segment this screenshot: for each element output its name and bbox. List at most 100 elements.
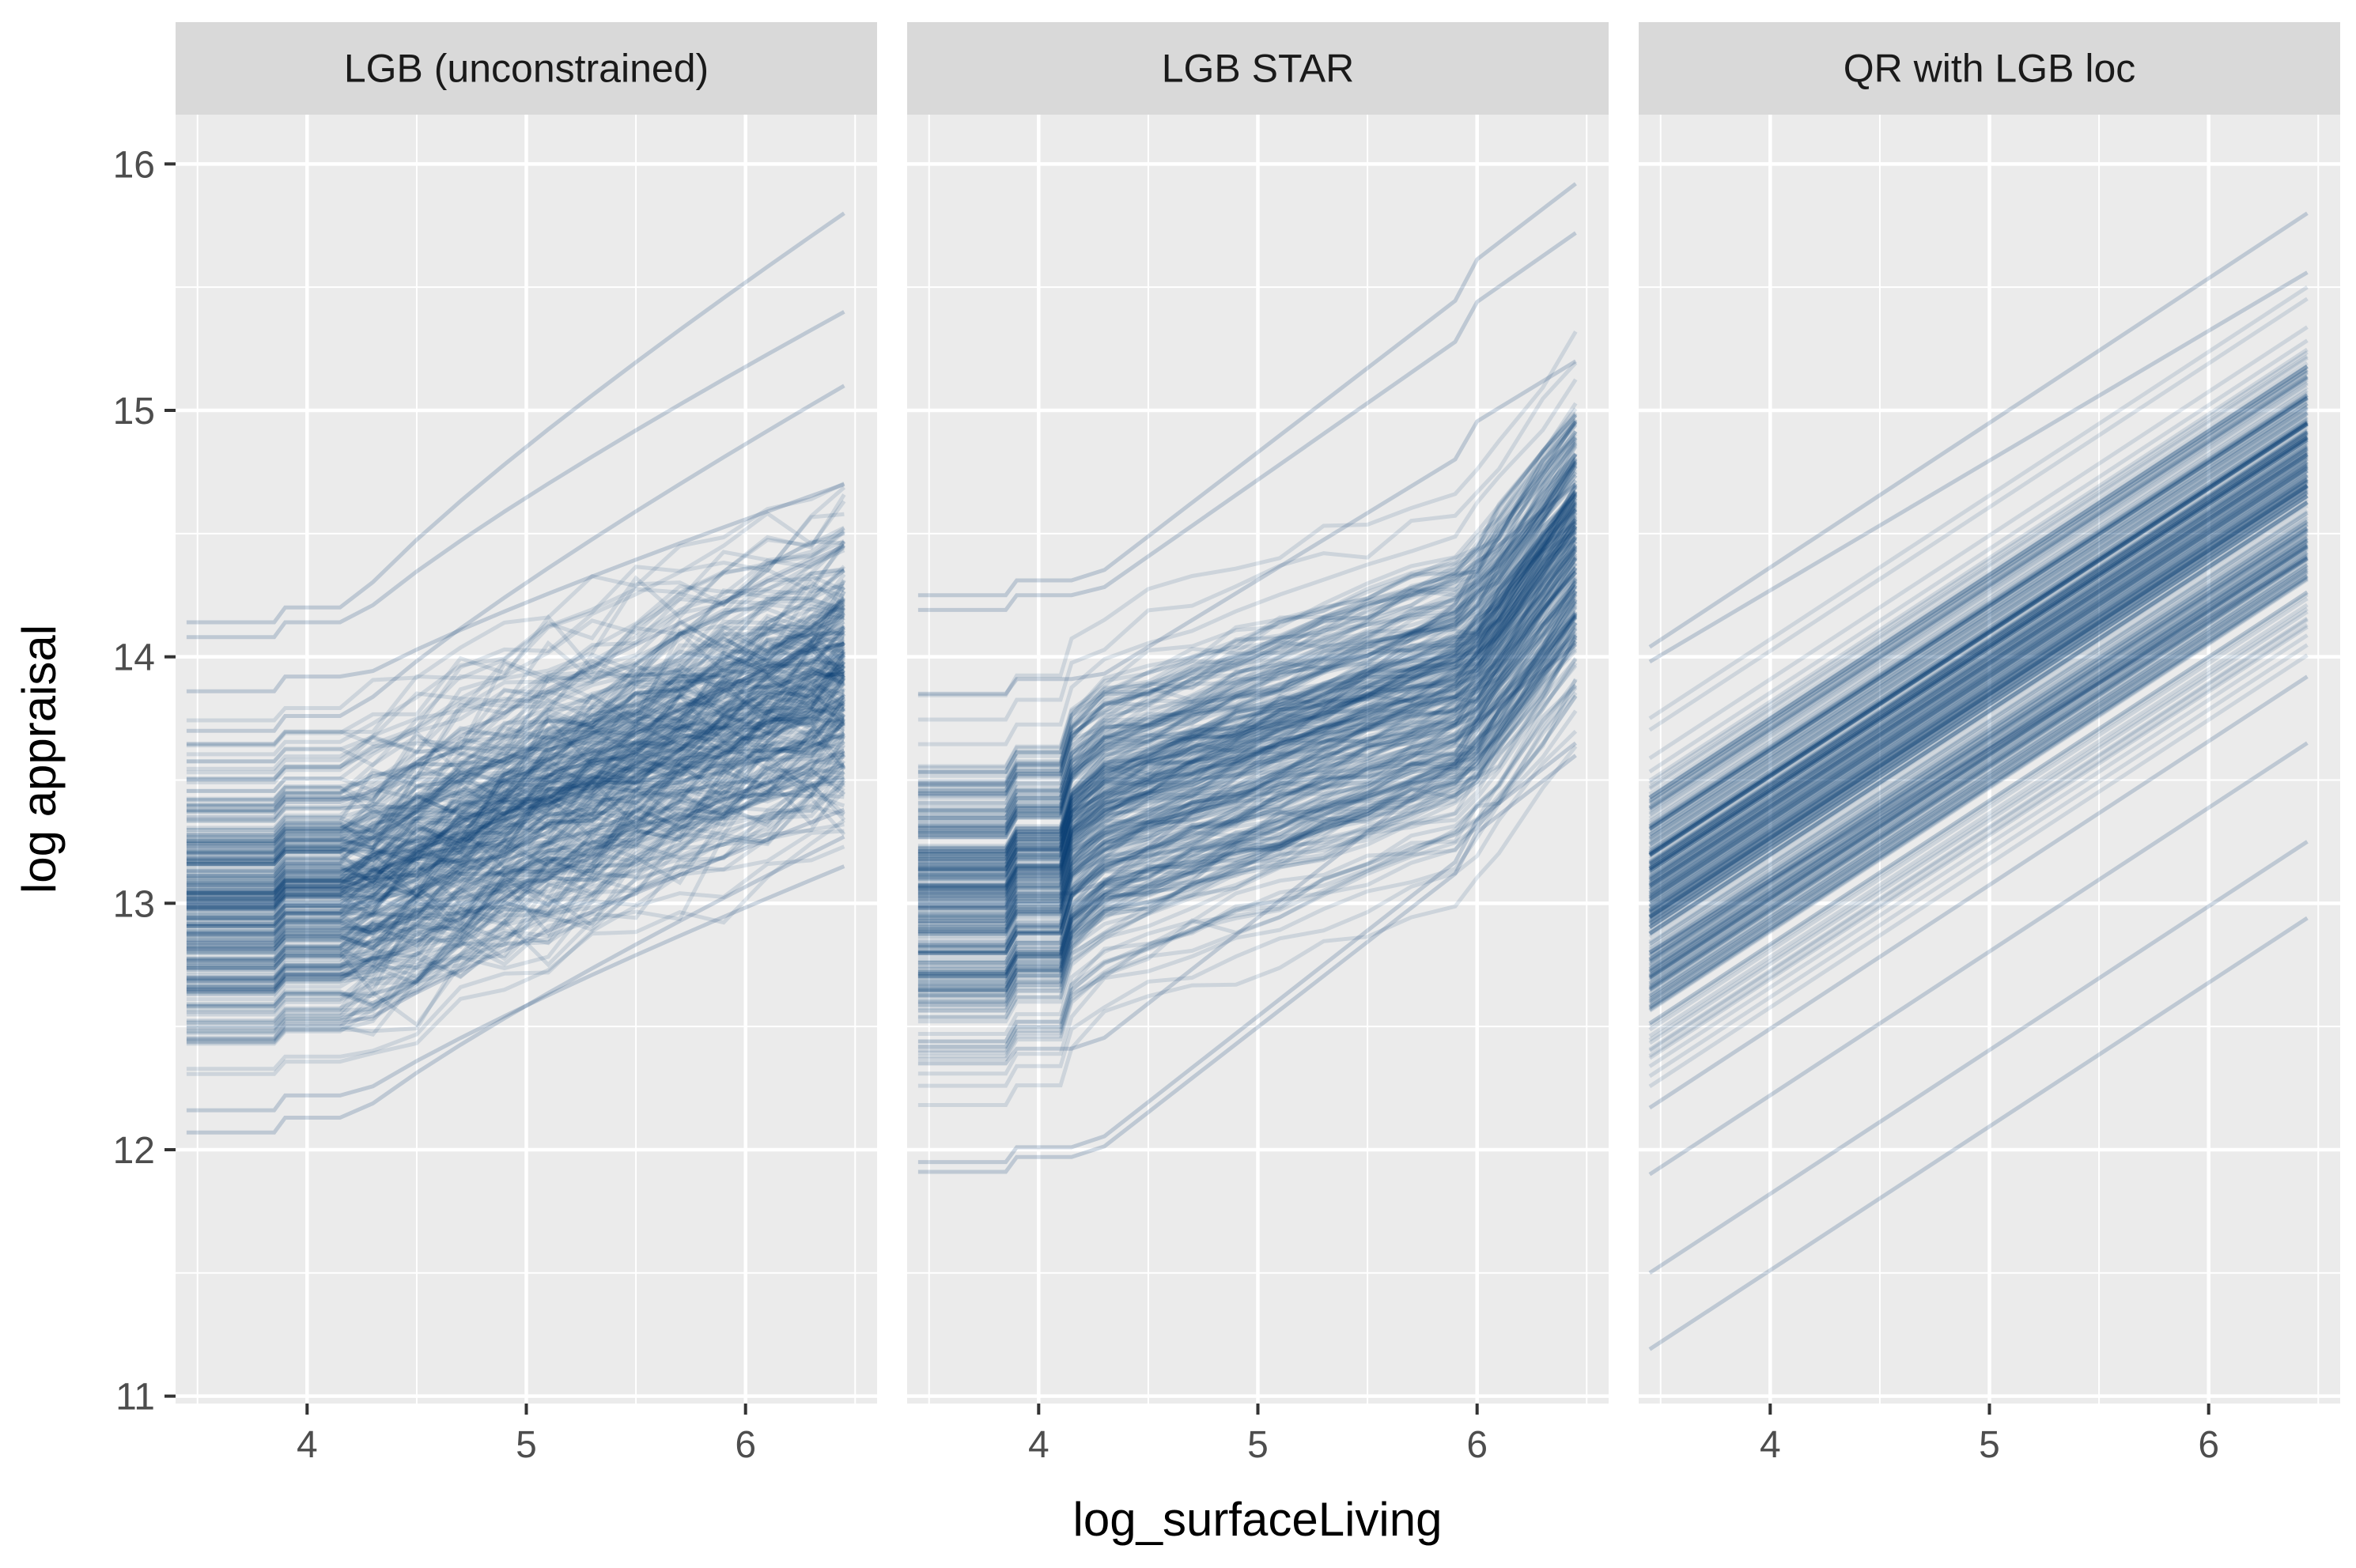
ice-curve [1648,446,2309,881]
ice-curve [917,530,1577,891]
ice-curve [1648,468,2309,904]
ice-curve [186,531,845,793]
ice-curve [186,641,845,895]
ice-curve [917,444,1578,821]
ice-curve [186,694,845,937]
ice-curve [917,570,1578,925]
ice-curve [917,465,1578,839]
ice-curve [186,486,846,748]
ice-curve [1648,421,2309,857]
y-tick-label: 11 [115,1377,155,1419]
facet-strip [176,22,877,115]
ice-curve [1648,432,2309,867]
ice-curve [186,767,845,997]
ice-curve [917,639,1578,1007]
ice-curve [917,554,1578,919]
ice-curve [186,717,845,962]
ice-curve [1648,410,2309,844]
ice-curve [186,639,845,868]
ice-curve [1648,420,2309,855]
ice-curve [1648,371,2309,806]
ice-curve [186,844,845,1071]
ice-curve [1648,474,2309,909]
ice-curve [186,616,846,836]
ice-curve [186,659,845,888]
ice-curve [917,540,1578,908]
ice-curve [186,676,846,929]
ice-curve [1648,531,2309,966]
facet-panel-2: LGB STAR 4 5 6 [907,22,1609,1466]
ice-curve [186,668,845,917]
ice-curve [917,418,1578,788]
ice-curve [186,774,845,1009]
ice-curve [186,637,845,879]
ice-curve [917,430,1578,795]
ice-curve [917,460,1578,836]
ice-curve [186,630,845,873]
ice-curve [1648,494,2309,930]
ice-curve [186,665,846,916]
ice-curve [1648,420,2309,855]
ice-curve [1648,564,2309,999]
ice-curve [1648,431,2309,867]
ice-curve [917,506,1578,867]
ice-curve [1648,653,2309,1089]
ice-curve [917,493,1578,861]
ice-curve [917,456,1578,828]
ice-curve [186,614,845,875]
ice-curve [917,508,1578,881]
ice-curve [1648,444,2309,879]
ice-curve [917,491,1578,854]
ice-curve [917,627,1578,992]
ice-curve [186,698,846,936]
ice-curve [186,649,846,898]
ice-curve [1648,500,2309,935]
ice-curve [917,532,1578,902]
ice-curve [1648,422,2309,857]
ice-curve [917,411,1578,774]
x-tick-label: 6 [1466,1424,1488,1466]
ice-curve [917,545,1578,907]
ice-curve [1648,436,2309,871]
ice-curve [1648,445,2309,880]
ice-curve [917,470,1578,835]
ice-curve [1648,555,2309,991]
ice-curve [186,792,845,1030]
ice-curve [186,691,845,936]
ice-curve-cloud [917,331,1578,1107]
ice-curve [917,605,1578,977]
ice-curve [186,572,846,848]
ice-curve [1648,438,2309,873]
ice-curve [917,647,1578,1007]
ice-curve [917,420,1578,786]
ice-curve [1648,480,2309,916]
ice-curve [186,720,846,963]
ice-curve [917,436,1578,812]
ice-curve [186,659,846,910]
x-axis-title: log_surfaceLiving [1073,1493,1443,1546]
ice-curve [917,549,1578,909]
ice-series-s2 [917,182,1577,598]
ice-curve [186,780,846,1044]
ice-curve [186,762,845,996]
ice-curve [186,493,846,746]
ice-curve [186,776,846,1014]
ice-curve [186,700,845,938]
ice-curve [1648,478,2309,913]
ice-curve [917,470,1578,840]
ice-curve [1648,448,2309,882]
y-axis: 11 12 13 14 15 16 [113,144,176,1419]
ice-curve [186,731,845,955]
ice-curve [1648,462,2309,897]
ice-curve [1648,514,2309,950]
ice-curve [1648,452,2309,888]
ice-curve [186,669,845,912]
ice-curve [1648,485,2309,920]
ice-curve [1648,445,2309,880]
ice-curve [186,708,846,969]
x-tick-label: 4 [1028,1424,1049,1466]
ice-curve [186,720,846,983]
ice-curve [186,739,845,967]
ice-curve [186,720,846,989]
ice-curve [1648,590,2309,1026]
